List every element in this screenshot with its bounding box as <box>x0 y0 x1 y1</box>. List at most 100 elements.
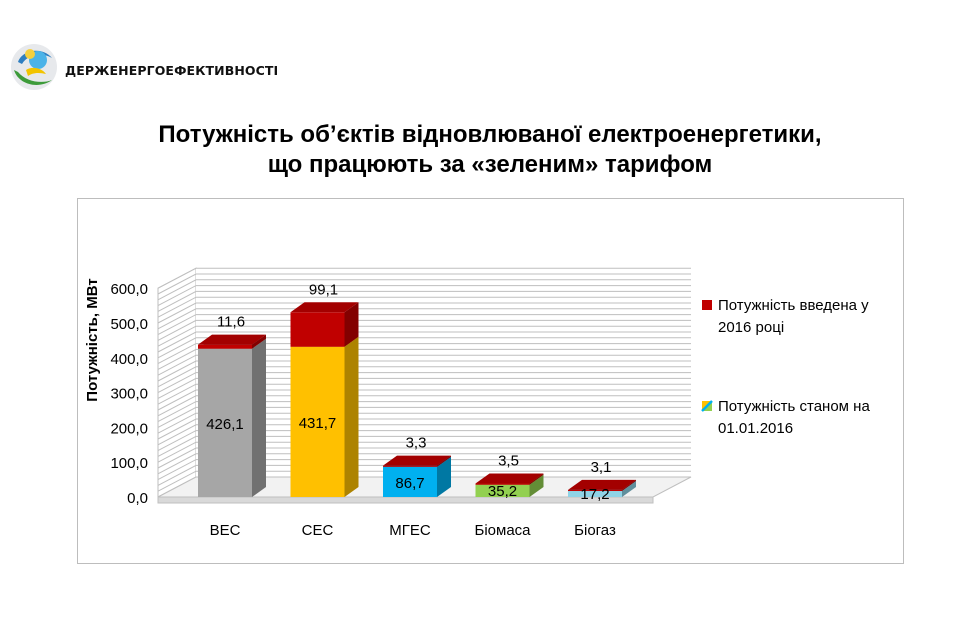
bar-added-1-front <box>290 312 345 347</box>
gridline <box>157 314 691 336</box>
slide-title-line-1: Потужність об’єктів відновлюваної електр… <box>158 121 822 148</box>
gridline <box>157 302 691 324</box>
y-tick-label: 300,0 <box>110 386 148 403</box>
gridline <box>157 383 691 405</box>
data-label-added: 3,1 <box>591 459 612 476</box>
gridline <box>157 285 691 307</box>
gridline <box>157 395 691 417</box>
bar-added-4-side <box>622 479 636 492</box>
bar-added-2-side <box>437 455 451 467</box>
gridline <box>157 401 691 423</box>
gridline <box>157 406 691 428</box>
gridline <box>157 464 691 486</box>
x-tick-label: Біогаз <box>574 522 616 539</box>
gridline <box>157 424 691 446</box>
gridline <box>157 389 691 411</box>
multicolor-square-icon <box>701 400 713 412</box>
org-logo: ДЕРЖЕНЕРГОЕФЕКТИВНОСТІ <box>8 40 278 94</box>
bar-base-2-front <box>383 466 437 497</box>
bar-added-4 <box>568 479 636 492</box>
gridline <box>157 412 691 434</box>
y-tick-label: 100,0 <box>110 455 148 472</box>
data-label-base: 35,2 <box>488 483 517 500</box>
bar-base-4-front <box>568 491 622 497</box>
data-label-added: 11,6 <box>217 314 245 331</box>
bar-added-1 <box>290 302 359 347</box>
legend-label-line1: Потужність станом на <box>718 398 870 415</box>
gridline <box>157 435 691 457</box>
y-tick-label: 500,0 <box>110 316 148 333</box>
legend-item: Потужність станом на 01.01.2016 <box>701 398 870 437</box>
bar-base-4-side <box>622 481 636 497</box>
bar-base-1-side <box>344 336 359 497</box>
bar-base-0-front <box>198 348 252 497</box>
data-label-base: 17,2 <box>580 486 609 503</box>
gridline <box>157 377 691 399</box>
bar-added-2-front <box>383 465 437 467</box>
bar-added-0-front <box>198 344 252 349</box>
legend-item: Потужність введена у 2016 році <box>702 297 869 336</box>
legend-label-line2: 01.01.2016 <box>718 420 793 437</box>
legend-label-line2: 2016 році <box>718 319 784 336</box>
bar-added-3-top <box>475 473 544 484</box>
red-square-icon <box>702 300 712 310</box>
gridline <box>157 337 691 359</box>
icon-part <box>701 400 713 412</box>
x-tick-label: СЕС <box>302 522 334 539</box>
bar-added-3-side <box>529 473 544 485</box>
org-name: ДЕРЖЕНЕРГОЕФЕКТИВНОСТІ <box>65 63 279 78</box>
gridline <box>157 453 691 475</box>
bar-added-3-front <box>475 483 530 485</box>
gridline <box>157 308 691 330</box>
bar-added-3 <box>475 473 544 485</box>
bar-added-4-front <box>568 489 622 492</box>
y-tick-label: 400,0 <box>110 351 148 368</box>
bar-added-0 <box>198 334 266 349</box>
gridline <box>157 279 691 301</box>
bar-added-2-top <box>383 455 451 466</box>
y-tick-label: 200,0 <box>110 420 148 437</box>
gridline <box>157 372 691 394</box>
bar-base-3-front <box>475 484 530 497</box>
gridline <box>157 343 691 365</box>
gridline <box>157 366 691 388</box>
x-tick-label: ВЕС <box>210 522 241 539</box>
y-axis-ticks: 0,0 100,0 200,0 300,0 400,0 500,0 600,0 <box>110 281 148 507</box>
gridline <box>157 360 691 382</box>
slide-title-line-2: що працюють за «зеленим» тарифом <box>267 151 713 178</box>
gridline <box>157 267 691 289</box>
bar-added-1-side <box>344 302 359 347</box>
bar-added-4-top <box>568 479 636 490</box>
data-label-base: 426,1 <box>206 416 244 433</box>
data-label-added: 99,1 <box>309 281 338 298</box>
floor-edge <box>157 496 654 504</box>
legend-label-line1: Потужність введена у <box>718 297 869 314</box>
bar-base-3-side <box>529 474 544 497</box>
bar-added-0-side <box>252 334 266 349</box>
slide-title: Потужність об’єктів відновлюваної електр… <box>0 120 960 180</box>
x-tick-label: Біомаса <box>474 522 531 539</box>
y-tick-label: 0,0 <box>127 490 148 507</box>
gridline <box>157 273 691 295</box>
chart-bars <box>198 302 636 497</box>
chart-data-labels: 426,1 11,6 431,7 99,1 86,7 3,3 35,2 3,5 17,2 3,1 <box>206 281 611 503</box>
gridline <box>157 296 691 318</box>
gridline <box>157 348 691 370</box>
bar-base-1 <box>290 336 359 497</box>
gridline <box>157 418 691 440</box>
bar-added-1-top <box>290 302 359 313</box>
gridline <box>157 430 691 452</box>
gridline <box>157 447 691 469</box>
bar-base-0-side <box>252 338 266 497</box>
energy-efficiency-logo-icon <box>11 44 57 90</box>
gridline <box>157 325 691 347</box>
chart-gridlines <box>157 267 691 492</box>
data-label-base: 431,7 <box>299 415 337 432</box>
bar-added-0-top <box>198 334 266 345</box>
x-axis-ticks: ВЕС СЕС МГЕС Біомаса Біогаз <box>210 522 616 539</box>
gridline <box>157 459 691 481</box>
gridline <box>157 470 691 492</box>
gridline <box>157 354 691 376</box>
